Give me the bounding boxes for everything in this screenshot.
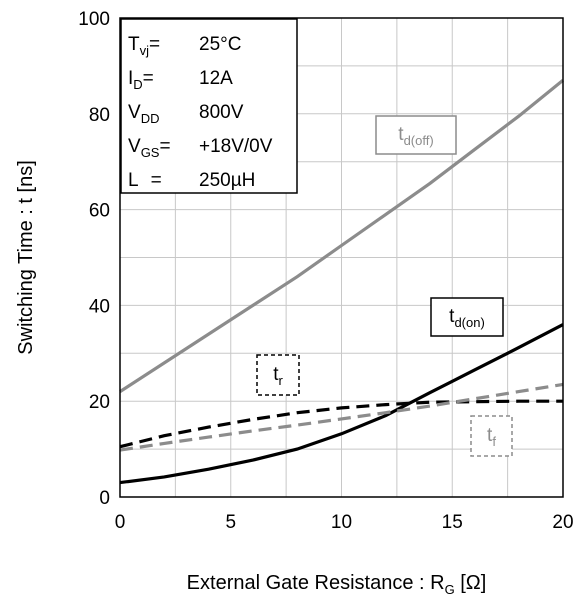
condition-label: VDD: [128, 102, 159, 126]
callout-label-d(off): td(off): [398, 124, 433, 148]
y-tick-label: 0: [99, 488, 110, 509]
series-line-f: [119, 382, 564, 452]
callout-label-r: tr: [273, 364, 283, 388]
tick-labels: 0 5 10 15 20 0 20 40 60 80 100: [78, 9, 573, 533]
condition-value: 12A: [199, 68, 233, 89]
y-tick-label: 60: [89, 201, 110, 222]
condition-label: ID=: [128, 68, 154, 92]
x-axis-label-main: External Gate Resistance : R: [187, 572, 445, 594]
plot-frame: [119, 17, 564, 498]
x-axis-label: External Gate Resistance : RG [Ω]: [187, 572, 487, 597]
x-tick-label: 10: [331, 512, 352, 533]
y-tick-label: 40: [89, 296, 110, 317]
x-tick-label: 5: [225, 512, 236, 533]
callout-box-d(off): [375, 115, 457, 155]
y-tick-label: 100: [78, 9, 110, 30]
series-line-r: [119, 399, 563, 449]
series-line-d(off): [119, 79, 565, 393]
x-tick-label: 0: [115, 512, 126, 533]
callout-label-d(on): td(on): [449, 306, 485, 330]
series-layer: [119, 79, 565, 485]
x-axis-label-sub: G: [445, 582, 455, 597]
condition-value: 800V: [199, 102, 244, 123]
x-axis-label-unit: [Ω]: [455, 572, 487, 594]
series-line-d(on): [119, 323, 564, 485]
conditions-box-frame: [120, 18, 298, 194]
condition-label: L =: [128, 170, 162, 191]
condition-value: +18V/0V: [199, 136, 273, 157]
y-tick-label: 80: [89, 105, 110, 126]
x-tick-label: 20: [552, 512, 573, 533]
callout-label-f: tf: [487, 425, 496, 449]
conditions-box: Tvj= 25°C ID= 12A VDD 800V VGS= +18V/0V L = 250µH: [120, 18, 298, 194]
condition-label: VGS=: [128, 136, 171, 160]
callout-box-r: [256, 354, 300, 396]
series-callouts: td(off) td(on) tr tf: [256, 115, 513, 457]
x-tick-label: 15: [442, 512, 463, 533]
callout-box-f: [470, 415, 513, 457]
condition-value: 250µH: [199, 170, 255, 191]
condition-value: 25°C: [199, 34, 241, 55]
y-axis-label: Switching Time : t [ns]: [15, 160, 37, 355]
grid: [120, 18, 563, 497]
condition-label: Tvj=: [128, 34, 160, 58]
y-tick-label: 20: [89, 392, 110, 413]
callout-box-d(on): [430, 297, 504, 337]
